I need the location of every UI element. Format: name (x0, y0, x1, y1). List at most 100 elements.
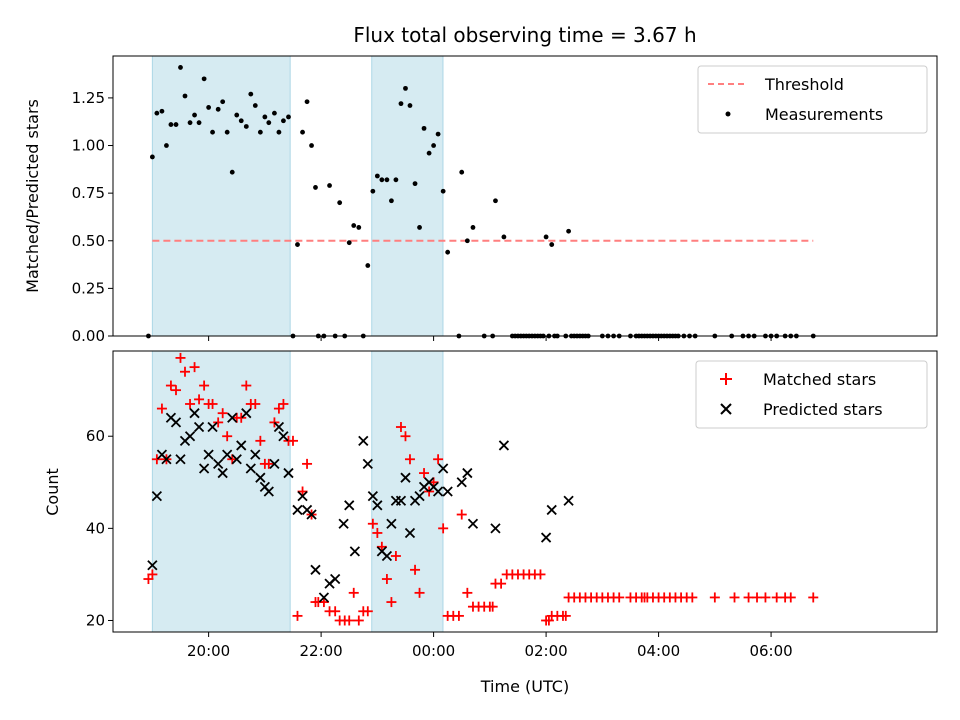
predicted-point (344, 500, 355, 511)
matched-point (808, 592, 819, 603)
bottom-chart: 20 40 60 20:00 22:00 00:00 02:00 04:00 06:00 Co… (43, 350, 938, 696)
measurement-point (566, 228, 571, 234)
matched-point (414, 587, 425, 598)
measurement-point (281, 118, 286, 124)
top-y-tick-label: 1.00 (72, 137, 105, 155)
predicted-point (404, 527, 416, 539)
predicted-point (213, 458, 224, 469)
measurement-point (196, 120, 202, 126)
predicted-point (310, 564, 321, 575)
predicted-point (546, 504, 557, 516)
bottom-y-tick-label: 20 (86, 611, 105, 629)
matched-point (263, 458, 274, 469)
matched-point (376, 541, 387, 552)
measurement-point (243, 124, 249, 129)
matched-point (372, 527, 383, 538)
top-y-axis: 0.00 0.25 0.50 0.75 1.00 1.25 (72, 89, 113, 345)
predicted-point (349, 546, 360, 557)
measurement-point (286, 114, 291, 120)
measurement-point (262, 114, 268, 120)
matched-point (456, 509, 467, 520)
measurement-point (257, 129, 263, 135)
measurement-point (229, 169, 235, 175)
predicted-point (250, 449, 261, 460)
matched-point (250, 398, 261, 409)
matched-point (185, 398, 196, 409)
predicted-point (189, 408, 200, 419)
matched-stars-series (143, 352, 819, 626)
measurement-point (304, 99, 310, 105)
matched-point (400, 431, 411, 442)
measurement-point (178, 65, 183, 70)
measurement-point (370, 188, 376, 194)
measurements-legend-label: Measurements (765, 105, 883, 124)
matched-point (453, 610, 464, 621)
matched-point (222, 431, 233, 442)
matched-point (410, 564, 421, 575)
matched-point (318, 597, 329, 608)
measurement-point (421, 125, 427, 131)
predicted-point (292, 504, 303, 516)
matched-point (752, 592, 763, 603)
predicted-point (184, 431, 196, 442)
matched-point (236, 412, 247, 423)
predicted-point (255, 472, 266, 483)
predicted-point (362, 458, 373, 469)
bottom-y-tick-label: 60 (86, 427, 105, 445)
predicted-point (442, 486, 453, 497)
measurement-point (173, 122, 179, 127)
predicted-point (432, 486, 444, 497)
shaded-interval (371, 55, 444, 337)
predicted-point (170, 417, 182, 428)
measurement-point (206, 105, 212, 110)
matched-point (419, 468, 430, 479)
measurement-point (431, 143, 437, 148)
x-axis-label: Time (UTC) (480, 677, 569, 696)
predicted-point (414, 490, 425, 502)
matched-point (353, 615, 364, 626)
matched-point (217, 408, 228, 419)
measurement-point (393, 177, 399, 183)
predicted-point (227, 412, 238, 423)
measurement-point (168, 122, 174, 127)
matched-point (496, 578, 507, 589)
matched-point (785, 592, 796, 603)
measurement-point (215, 106, 221, 112)
bottom-axes-frame (112, 350, 938, 633)
predicted-point (245, 463, 256, 474)
predicted-point (330, 573, 341, 585)
measurement-point (201, 76, 207, 82)
measurement-point (407, 103, 413, 108)
bottom-y-tick-label: 40 (86, 519, 105, 537)
predicted-point (273, 421, 285, 433)
matched-point (462, 587, 473, 598)
measurement-point (337, 200, 343, 206)
matched-point (348, 587, 359, 598)
measurement-point (187, 120, 193, 126)
matched-point (614, 592, 625, 603)
top-x-axis (208, 336, 772, 341)
measurement-point (384, 177, 390, 183)
predicted-point (462, 467, 473, 479)
predicted-point (306, 509, 317, 520)
measurement-point (445, 249, 451, 255)
measurement-point (192, 112, 197, 118)
matched-point (760, 592, 771, 603)
measurement-point (417, 225, 422, 230)
measurement-point (426, 150, 432, 156)
measurement-point (403, 85, 408, 91)
predicted-point (269, 458, 280, 469)
predicted-point (318, 592, 330, 603)
top-legend-frame (697, 65, 928, 134)
matched-point (302, 458, 313, 469)
matched-point (362, 606, 373, 617)
shaded-interval (151, 350, 291, 633)
bottom-y-axis: 20 40 60 (86, 427, 113, 629)
predicted-point (283, 467, 294, 479)
matched-point (404, 454, 415, 465)
matched-point (156, 403, 167, 414)
x-tick-label: 20:00 (187, 642, 230, 660)
top-axes-frame (112, 55, 938, 337)
matched-point (151, 454, 162, 465)
matched-point (729, 592, 740, 603)
